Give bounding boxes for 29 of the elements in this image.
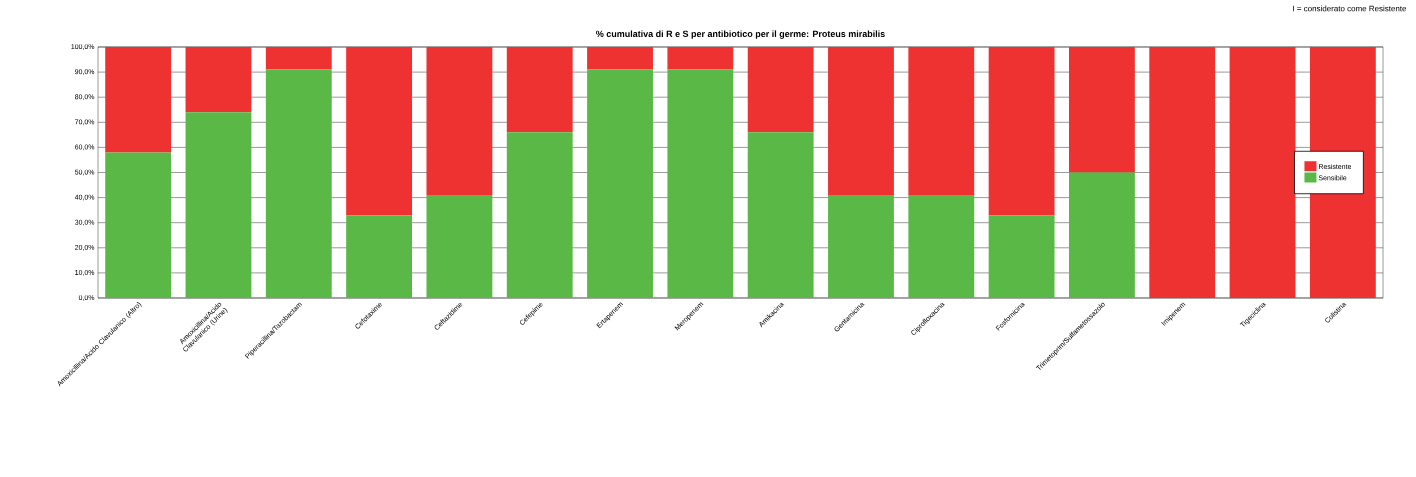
bar [587,69,653,298]
bar [587,47,653,70]
bar [185,47,252,113]
bar [747,47,814,133]
bar [105,152,172,298]
bar [908,195,975,298]
bar [747,132,814,298]
bar [426,47,493,196]
bar [988,215,1055,298]
bar [185,112,252,298]
bar [1149,47,1216,298]
bar [346,47,413,216]
bar [828,47,894,196]
bar [506,132,573,298]
bar [1068,47,1135,173]
bar [1068,172,1135,298]
bar [667,47,734,70]
bar [346,215,413,298]
chart-title: % cumulativa di R e S per antibiotico per il germe: Proteus mirabilis [596,30,885,39]
bar [506,47,573,133]
bar [667,69,734,298]
bar [1229,47,1296,298]
bar [908,47,975,196]
bar [828,195,894,298]
bar [105,47,172,153]
bar [265,47,332,70]
bar [988,47,1055,216]
bar [426,195,493,298]
bar [265,69,332,298]
